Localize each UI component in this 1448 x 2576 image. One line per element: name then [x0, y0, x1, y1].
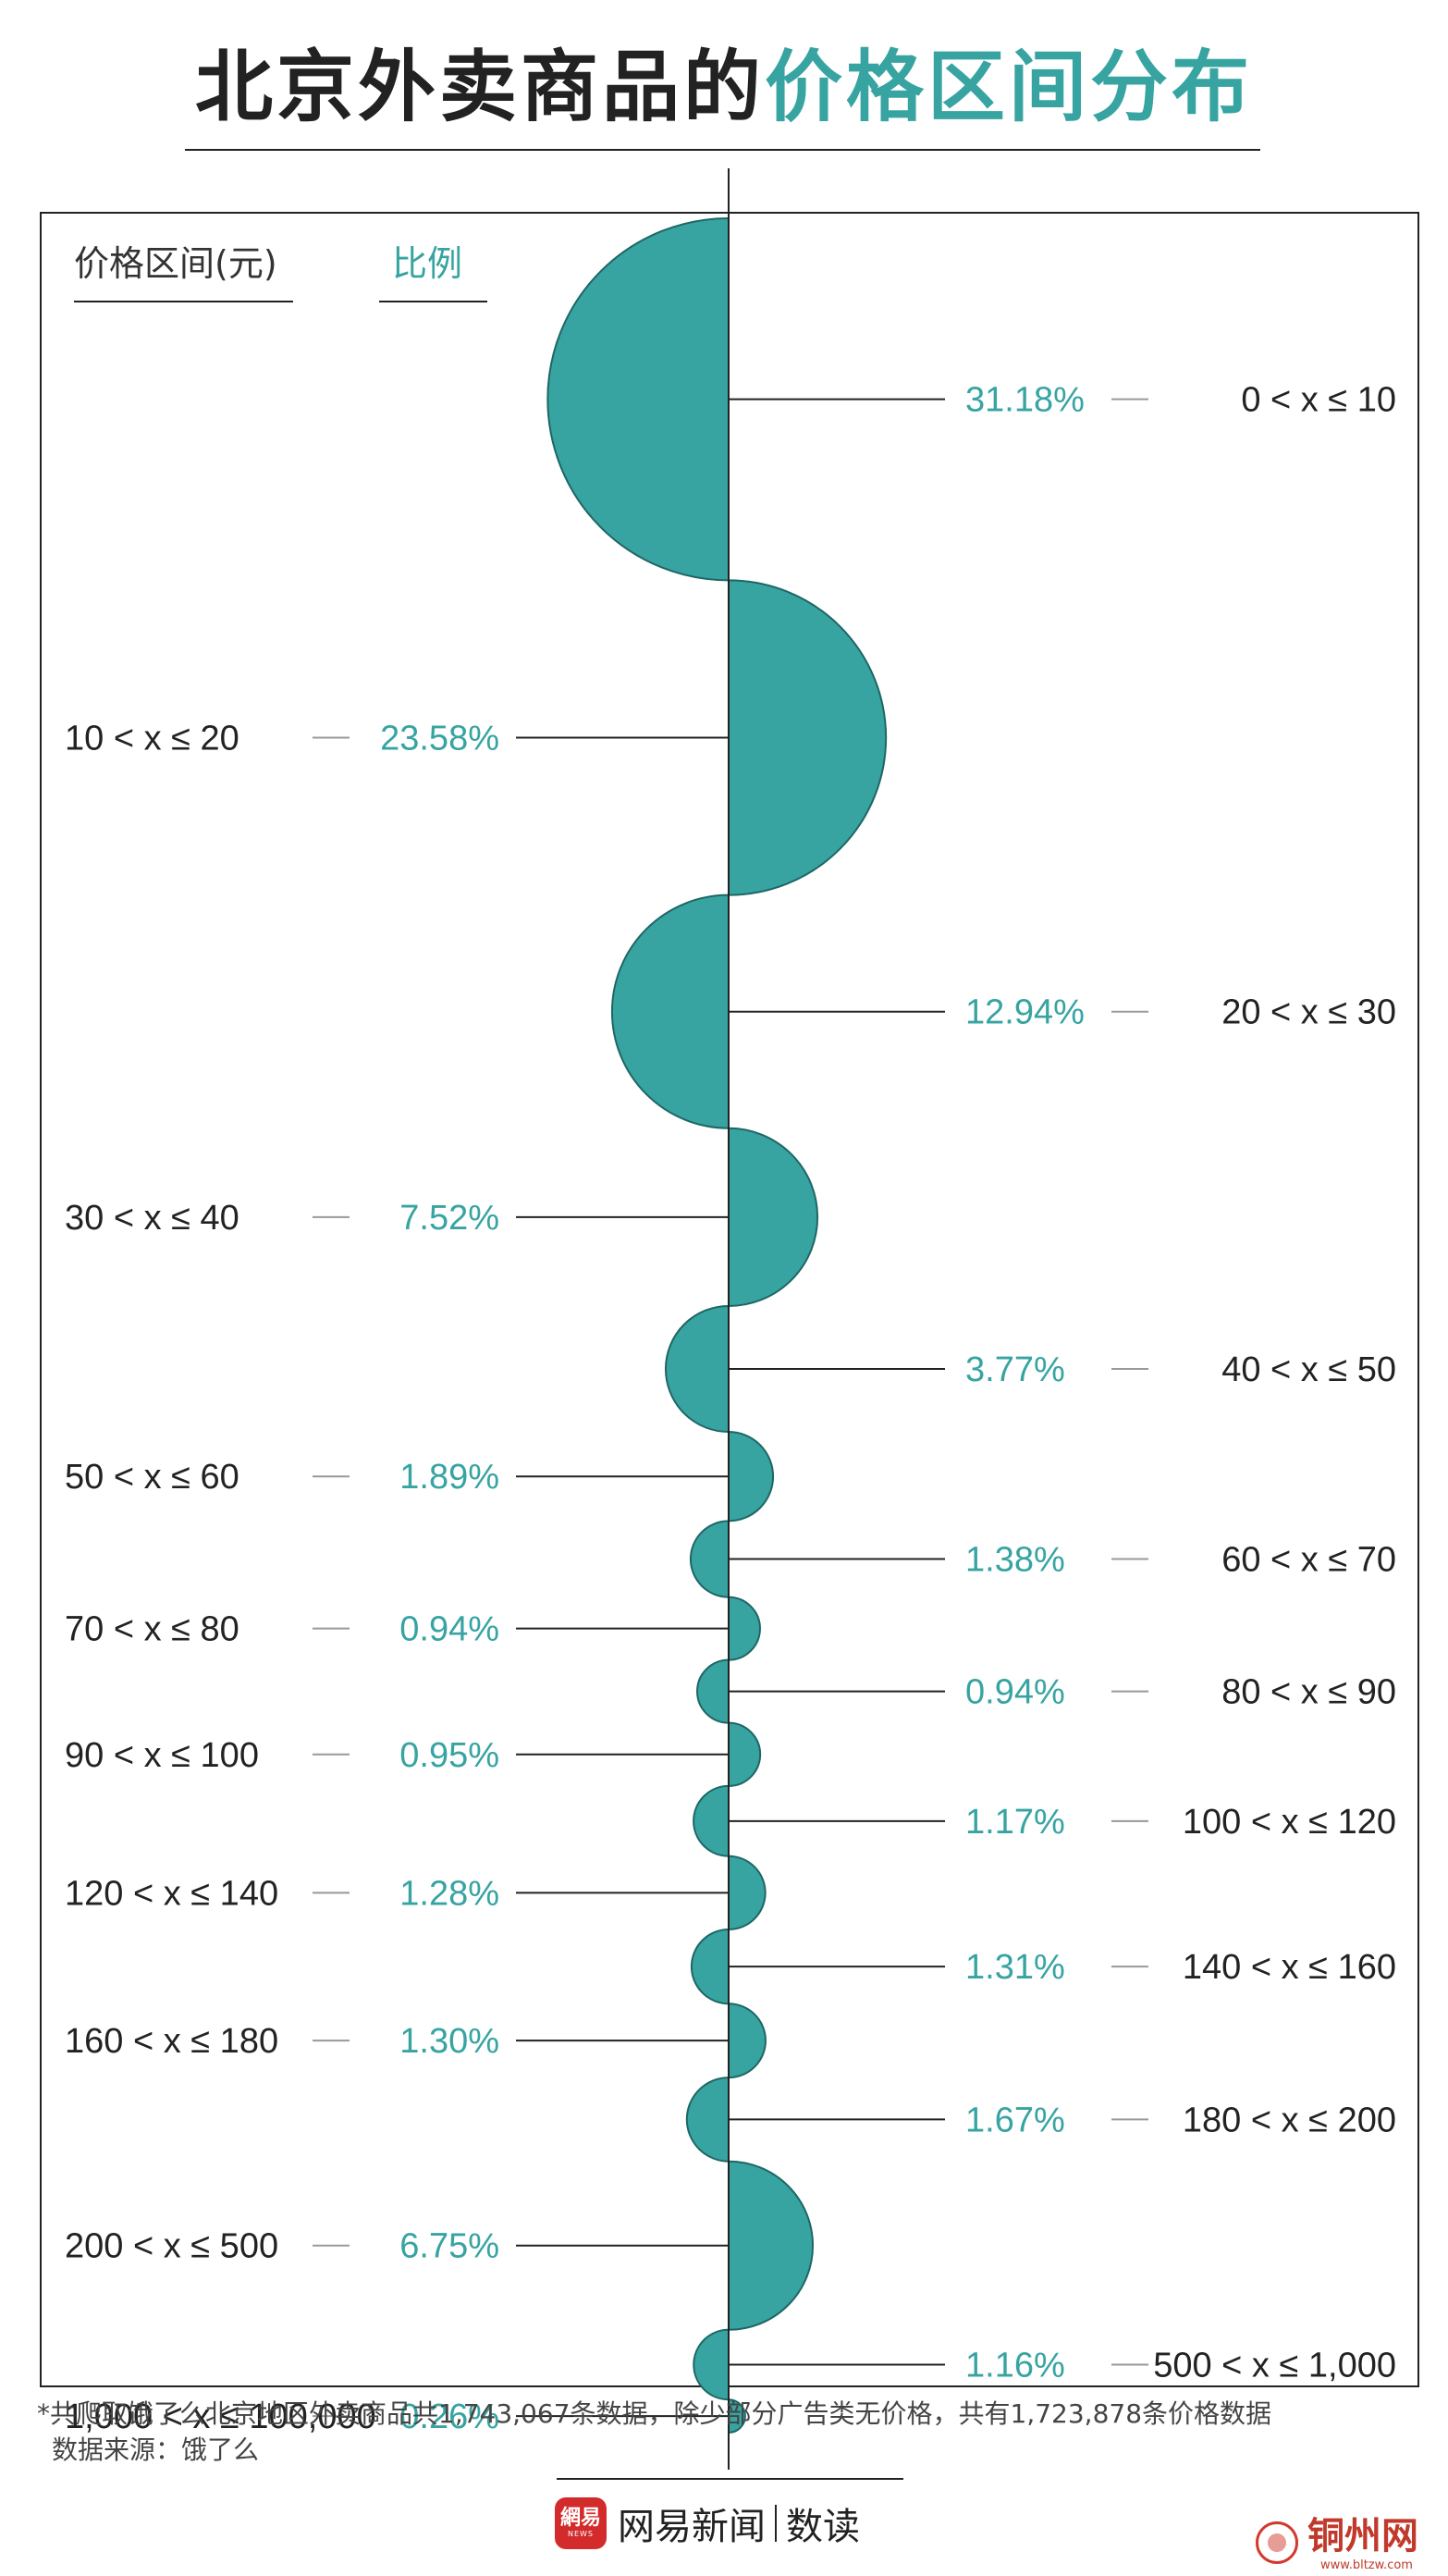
- footnote-source: 数据来源：饿了么: [52, 2434, 260, 2466]
- half-disc-mark: [689, 1520, 730, 1598]
- footnote: *共爬取饿了么北京地区外卖商品共1,743,067条数据，除少部分广告类无价格，…: [37, 2396, 1424, 2468]
- half-disc-mark: [693, 2328, 730, 2401]
- page-title: 北京外卖商品的价格区间分布: [0, 48, 1448, 126]
- watermark-emblem-icon: [1256, 2521, 1298, 2564]
- half-disc-mark: [728, 1721, 762, 1787]
- half-disc-mark: [728, 2398, 746, 2434]
- value-label: 0.94%: [965, 1673, 1065, 1712]
- category-label: 90 < x ≤ 100: [65, 1736, 259, 1775]
- category-label: 20 < x ≤ 30: [1221, 993, 1396, 1032]
- category-label: 180 < x ≤ 200: [1183, 2101, 1396, 2139]
- category-label: 1,000 < x ≤ 100,000: [65, 2397, 376, 2436]
- brand-footer: 網易 NEWS 网易新闻 数读: [555, 2497, 860, 2549]
- brand-logo-subtext: NEWS: [567, 2530, 595, 2538]
- category-label: 50 < x ≤ 60: [65, 1458, 239, 1497]
- value-label: 1.31%: [965, 1948, 1065, 1987]
- value-label: 3.77%: [965, 1350, 1065, 1389]
- half-disc-mark: [693, 1784, 730, 1857]
- title-part-1: 北京外卖商品的: [194, 42, 765, 132]
- category-label: 200 < x ≤ 500: [65, 2227, 278, 2266]
- half-disc-mark: [728, 2160, 814, 2331]
- category-label: 10 < x ≤ 20: [65, 719, 239, 758]
- value-label: 23.58%: [380, 719, 499, 758]
- half-disc-mark: [685, 2077, 730, 2163]
- category-label: 120 < x ≤ 140: [65, 1874, 278, 1913]
- value-label: 1.17%: [965, 1803, 1065, 1842]
- half-disc-mark: [728, 579, 888, 896]
- half-disc-mark: [728, 1855, 767, 1931]
- watermark-url: www.bltzw.com: [1320, 2558, 1413, 2572]
- header-ratio-label: 比例: [392, 243, 462, 284]
- category-label: 60 < x ≤ 70: [1221, 1541, 1396, 1580]
- value-label: 12.94%: [965, 993, 1085, 1032]
- category-label: 30 < x ≤ 40: [65, 1199, 239, 1238]
- footnote-note: *共爬取饿了么北京地区外卖商品共1,743,067条数据，除少部分广告类无价格，…: [37, 2398, 1272, 2429]
- half-disc-mark: [728, 1596, 761, 1661]
- category-label: 70 < x ≤ 80: [65, 1610, 239, 1649]
- brand-separator: [775, 2505, 777, 2542]
- category-label: 100 < x ≤ 120: [1183, 1803, 1396, 1842]
- category-label: 40 < x ≤ 50: [1221, 1350, 1396, 1389]
- half-disc-mark: [696, 1658, 730, 1724]
- value-label: 7.52%: [399, 1199, 499, 1238]
- value-label: 31.18%: [965, 381, 1085, 420]
- value-label: 0.26%: [399, 2397, 499, 2436]
- half-disc-mark: [664, 1304, 730, 1434]
- value-label: 1.16%: [965, 2347, 1065, 2385]
- watermark: 铜州网 www.bltzw.com: [1256, 2514, 1441, 2572]
- title-part-2: 价格区间分布: [765, 42, 1254, 132]
- value-label: 1.28%: [399, 1874, 499, 1913]
- value-label: 0.94%: [399, 1610, 499, 1649]
- half-disc-mark: [691, 1928, 730, 2005]
- value-label: 1.67%: [965, 2101, 1065, 2139]
- value-label: 1.30%: [399, 2022, 499, 2061]
- value-label: 1.89%: [399, 1458, 499, 1497]
- half-disc-mark: [611, 894, 730, 1129]
- half-disc-mark: [546, 216, 730, 582]
- brand-section: 数读: [786, 2506, 860, 2548]
- category-label: 0 < x ≤ 10: [1241, 381, 1396, 420]
- value-label: 6.75%: [399, 2227, 499, 2266]
- half-disc-mark: [728, 2003, 767, 2079]
- value-label: 1.38%: [965, 1541, 1065, 1580]
- value-label: 0.95%: [399, 1736, 499, 1775]
- brand-logo-text: 網易: [559, 2507, 601, 2530]
- category-label: 160 < x ≤ 180: [65, 2022, 278, 2061]
- watermark-name: 铜州网: [1307, 2514, 1418, 2558]
- half-disc-mark: [728, 1431, 775, 1522]
- netease-news-logo: 網易 NEWS: [555, 2497, 607, 2549]
- brand-name: 网易新闻: [618, 2506, 766, 2548]
- category-label: 140 < x ≤ 160: [1183, 1948, 1396, 1987]
- half-disc-mark: [728, 1127, 819, 1307]
- category-label: 500 < x ≤ 1,000: [1153, 2347, 1396, 2385]
- category-label: 80 < x ≤ 90: [1221, 1673, 1396, 1712]
- header-range-label: 价格区间(元): [74, 243, 277, 284]
